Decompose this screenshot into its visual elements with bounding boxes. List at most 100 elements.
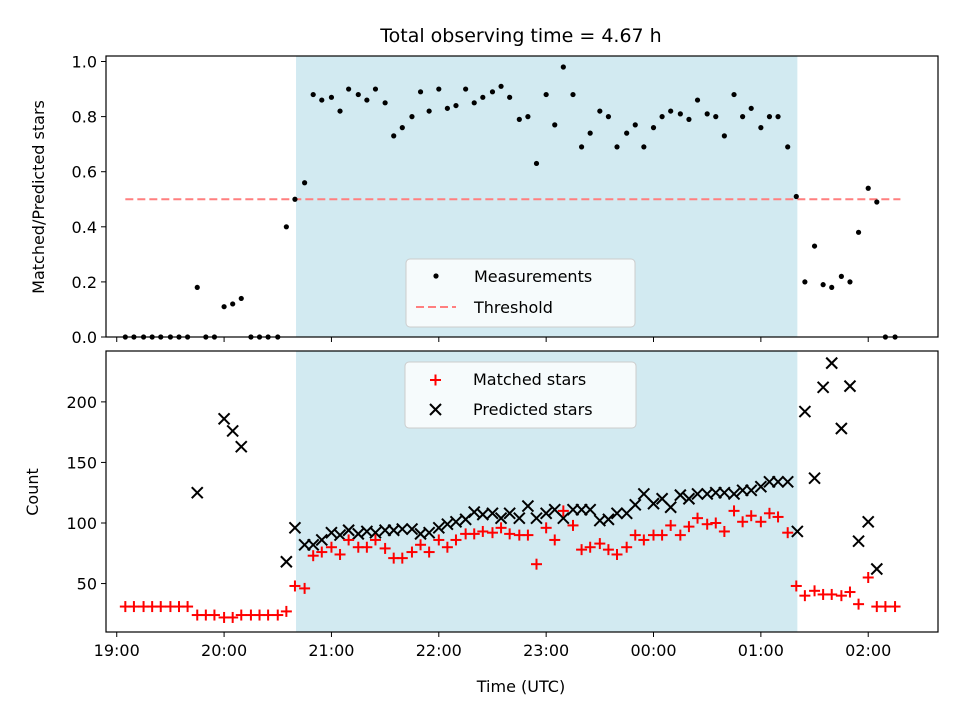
measurement-point (310, 91, 316, 98)
matched-point (772, 511, 784, 523)
predicted-point (315, 533, 328, 547)
predicted-point (629, 498, 642, 512)
matched-point (334, 548, 346, 560)
measurement-point (650, 125, 657, 131)
measurement-point (838, 273, 844, 279)
matched-point (272, 609, 284, 621)
measurement-point (731, 91, 737, 98)
measurement-point (587, 130, 593, 136)
bottom-xlabel: Time (UTC) (476, 677, 565, 696)
measurement-point (238, 295, 244, 302)
predicted-point (352, 527, 365, 541)
measurement-point (463, 86, 469, 92)
matched-point (182, 601, 194, 613)
predicted-point (691, 487, 704, 501)
matched-point (396, 552, 408, 564)
measurement-point (686, 116, 692, 122)
bottom-points-layer (119, 356, 901, 623)
measurement-point (346, 86, 352, 92)
top-plot-frame (105, 55, 939, 338)
chart-title: Total observing time = 4.67 h (379, 25, 661, 47)
measurement-point (614, 144, 620, 150)
matched-point (576, 544, 588, 556)
measurement-point (382, 100, 388, 106)
measurement-point (560, 64, 566, 70)
bottom-xtick-label: 02:00 (845, 641, 891, 660)
matched-point (522, 529, 534, 541)
bottom-ytick-label: 150 (66, 453, 97, 472)
bottom-xtick-label: 22:00 (416, 641, 462, 660)
matched-point (369, 534, 381, 546)
measurement-point (748, 105, 754, 111)
measurement-point (230, 301, 236, 307)
measurement-point (704, 111, 710, 117)
bottom-plot-frame (105, 350, 939, 633)
matched-point (629, 529, 641, 541)
bottom-xtick-label: 19:00 (94, 641, 140, 660)
matched-point (379, 542, 391, 554)
matched-point (530, 558, 542, 570)
top-legend-label-threshold: Threshold (473, 298, 553, 317)
measurement-point (372, 86, 379, 92)
predicted-point (647, 497, 660, 510)
matched-point (683, 521, 695, 533)
predicted-point (521, 499, 535, 513)
matched-point (889, 601, 901, 613)
matched-point (208, 609, 220, 621)
matched-point (316, 546, 328, 558)
measurement-point (399, 125, 405, 131)
bottom-ytick-label: 200 (66, 393, 97, 412)
matched-point (692, 512, 704, 524)
measurement-point (355, 91, 361, 98)
top-xaxis-ticks (116, 337, 869, 342)
predicted-point (432, 521, 446, 535)
matched-point (549, 534, 561, 546)
bottom-legend-label-predicted: Predicted stars (473, 400, 593, 419)
predicted-point (816, 381, 830, 394)
predicted-point (486, 507, 499, 520)
matched-point (763, 507, 775, 519)
matched-point (406, 546, 418, 558)
matched-point (227, 611, 239, 623)
bottom-legend-box (404, 361, 637, 429)
measurement-point (632, 122, 638, 128)
matched-point (611, 548, 623, 560)
measurement-point (721, 133, 727, 139)
top-legend-box (405, 258, 636, 328)
measurement-point (444, 105, 450, 111)
matched-point (790, 580, 802, 592)
predicted-point (503, 507, 516, 520)
matched-point (307, 550, 319, 562)
predicted-point (405, 522, 419, 536)
matched-point (710, 517, 722, 529)
bottom-legend-marker-matched (430, 374, 441, 386)
top-legend-marker-measurements (433, 273, 439, 279)
predicted-point (449, 515, 463, 528)
measurement-point (677, 111, 683, 117)
matched-point (415, 539, 427, 551)
predicted-point (835, 422, 848, 435)
top-ylabel: Matched/Predicted stars (29, 100, 48, 294)
measurement-point (713, 114, 719, 120)
matched-point (477, 525, 489, 537)
predicted-point (602, 513, 615, 526)
predicted-point (852, 534, 865, 548)
measurement-point (319, 97, 325, 103)
measurement-point (578, 144, 585, 150)
top-legend-label-measurements: Measurements (474, 267, 592, 286)
bottom-legend: Matched stars Predicted stars (404, 361, 637, 429)
measurement-point (855, 229, 862, 235)
matched-point (745, 510, 757, 522)
matched-point (737, 516, 749, 528)
predicted-point (781, 475, 794, 489)
measurement-point (426, 108, 432, 114)
matched-point (728, 505, 740, 517)
predicted-point (235, 440, 248, 453)
measurement-point (489, 89, 496, 95)
measurement-point (194, 284, 200, 291)
measurement-point (302, 180, 308, 186)
measurement-point (471, 100, 477, 106)
bottom-legend-label-matched: Matched stars (473, 370, 586, 389)
measurement-point (292, 196, 298, 202)
predicted-point (342, 524, 355, 537)
